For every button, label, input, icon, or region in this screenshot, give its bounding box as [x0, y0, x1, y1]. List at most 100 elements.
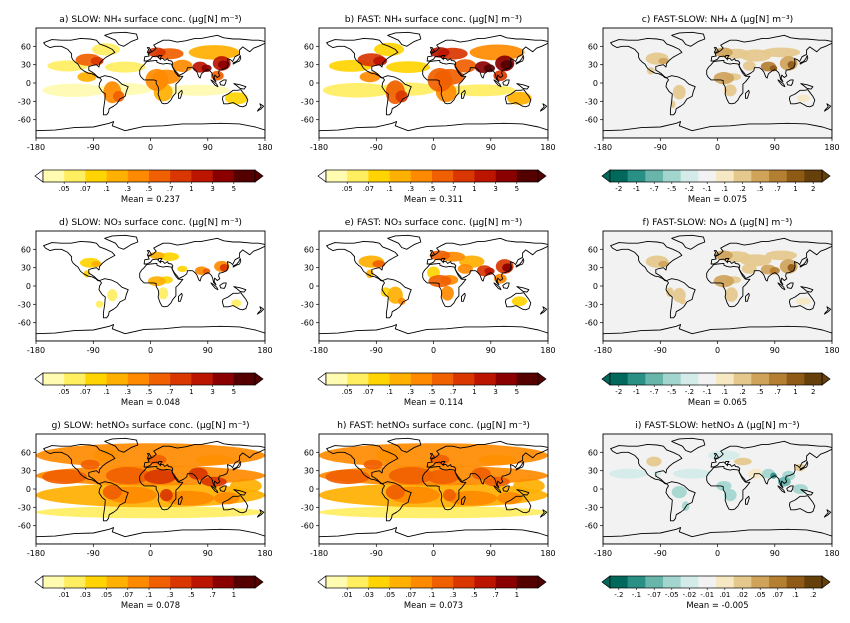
colorbar-segment [106, 373, 129, 385]
colorbar-over-arrow [254, 169, 264, 183]
x-tick-label: 180 [824, 143, 839, 152]
y-tick-label: -60 [585, 319, 598, 328]
map-panel-2: b) FAST: NH₄ surface conc. (μg[N] m⁻³) -1… [301, 14, 556, 204]
x-tick-label: -90 [87, 549, 100, 558]
coastline-madagascar [178, 292, 183, 302]
coastline-australia [788, 292, 816, 311]
coastline-north-america [326, 37, 399, 79]
colorbar-tick-label: 1 [472, 388, 476, 396]
coastline-australia [788, 89, 816, 108]
coastline-new-zealand [539, 306, 548, 315]
coastline-japan [232, 461, 242, 471]
coastline-new-zealand [256, 306, 265, 315]
coastline-south-america [98, 481, 129, 522]
field-contour [218, 60, 230, 69]
x-tick-label: 180 [540, 549, 555, 558]
colorbar-segment [627, 576, 646, 588]
field-contour [144, 469, 176, 485]
coastline-north-america [43, 240, 116, 282]
y-tick-label: 0 [309, 79, 314, 88]
field-contour [723, 84, 737, 97]
coastline-antarctica [319, 527, 548, 544]
x-tick-label: -180 [310, 549, 328, 558]
x-tick-label: -90 [370, 346, 383, 355]
y-tick-label: -60 [18, 319, 31, 328]
colorbar-tick-label: .7 [450, 185, 457, 193]
colorbar-segment [170, 170, 192, 182]
colorbar-tick-label: .1 [721, 388, 728, 396]
field-contour [322, 83, 392, 98]
colorbar-tick-label: .05 [755, 591, 766, 599]
map-panel-4: d) SLOW: NO₃ surface conc. (μg[N] m⁻³) -1… [18, 217, 273, 407]
y-tick-label: -30 [585, 300, 598, 309]
y-tick-label: 30 [588, 61, 598, 70]
coastline-south-america [98, 75, 129, 116]
x-tick-label: 180 [824, 346, 839, 355]
colorbar-segment [233, 576, 256, 588]
mean-label: Mean = 0.073 [404, 600, 463, 610]
y-tick-label: 30 [304, 264, 314, 273]
colorbar-segment [127, 170, 150, 182]
colorbar-segment [453, 170, 475, 182]
field-contour [673, 468, 712, 479]
field-contour [397, 297, 406, 305]
coastline-eurasia [710, 237, 832, 286]
colorbar-tick-label: 3 [493, 185, 497, 193]
x-tick-label: 90 [203, 346, 213, 355]
mean-label: Mean = -0.005 [686, 600, 748, 610]
colorbar-segment [368, 576, 390, 588]
field-contour [658, 260, 669, 268]
y-tick-label: 0 [309, 282, 314, 291]
y-tick-label: 60 [304, 42, 314, 51]
coastline-eurasia [426, 440, 548, 489]
coastline-new-zealand [256, 103, 265, 112]
colorbar-tick-label: .07 [772, 591, 783, 599]
y-tick-label: 30 [21, 467, 31, 476]
colorbar-tick-label: 3 [210, 388, 214, 396]
coastline-britain [713, 47, 720, 53]
y-tick-label: 0 [593, 79, 598, 88]
colorbar-tick-label: 1 [515, 591, 519, 599]
colorbar-segment [43, 576, 65, 588]
map-panel-5: e) FAST: NO₃ surface conc. (μg[N] m⁻³) -1… [301, 217, 556, 407]
coastline-greenland [387, 234, 422, 250]
colorbar-segment [786, 373, 805, 385]
colorbar-segment [680, 373, 699, 385]
colorbar-tick-label: 2 [811, 185, 815, 193]
field-contour [713, 275, 735, 288]
coastline-sumatra [210, 79, 219, 88]
map-background [603, 231, 832, 341]
field-contour [716, 481, 732, 491]
colorbar-tick-label: -.7 [650, 185, 659, 193]
colorbar-segment [786, 170, 805, 182]
colorbar-segment [751, 373, 770, 385]
x-tick-label: 0 [715, 549, 720, 558]
panel-title: d) SLOW: NO₃ surface conc. (μg[N] m⁻³) [59, 217, 242, 228]
coastline-new-zealand [823, 103, 832, 112]
field-contour [219, 264, 229, 272]
field-contour [230, 478, 262, 494]
colorbar-segment [432, 373, 454, 385]
colorbar-segment [410, 576, 433, 588]
coastline-madagascar [745, 89, 750, 99]
colorbar-tick-label: -.07 [647, 591, 661, 599]
colorbar-segment [212, 373, 235, 385]
mean-label: Mean = 0.078 [121, 600, 180, 610]
x-tick-label: -90 [87, 143, 100, 152]
colorbar-segment [64, 373, 86, 385]
colorbar-segment [212, 170, 235, 182]
colorbar-segment [733, 170, 752, 182]
colorbar-tick-label: .7 [774, 185, 781, 193]
field-contour [188, 45, 240, 60]
coastline-africa [422, 262, 467, 308]
colorbar-segment [751, 576, 770, 588]
colorbar-tick-label: .2 [739, 185, 746, 193]
coastline-new-guinea [800, 489, 814, 496]
y-tick-label: -60 [585, 116, 598, 125]
coastlines [603, 31, 832, 138]
map-panel-6: f) FAST-SLOW: NO₃ Δ (μg[N] m⁻³) -180 -90 0 9… [585, 217, 840, 407]
colorbar-segment [410, 170, 433, 182]
colorbar-segment [326, 170, 348, 182]
coastline-greenland [104, 437, 139, 453]
